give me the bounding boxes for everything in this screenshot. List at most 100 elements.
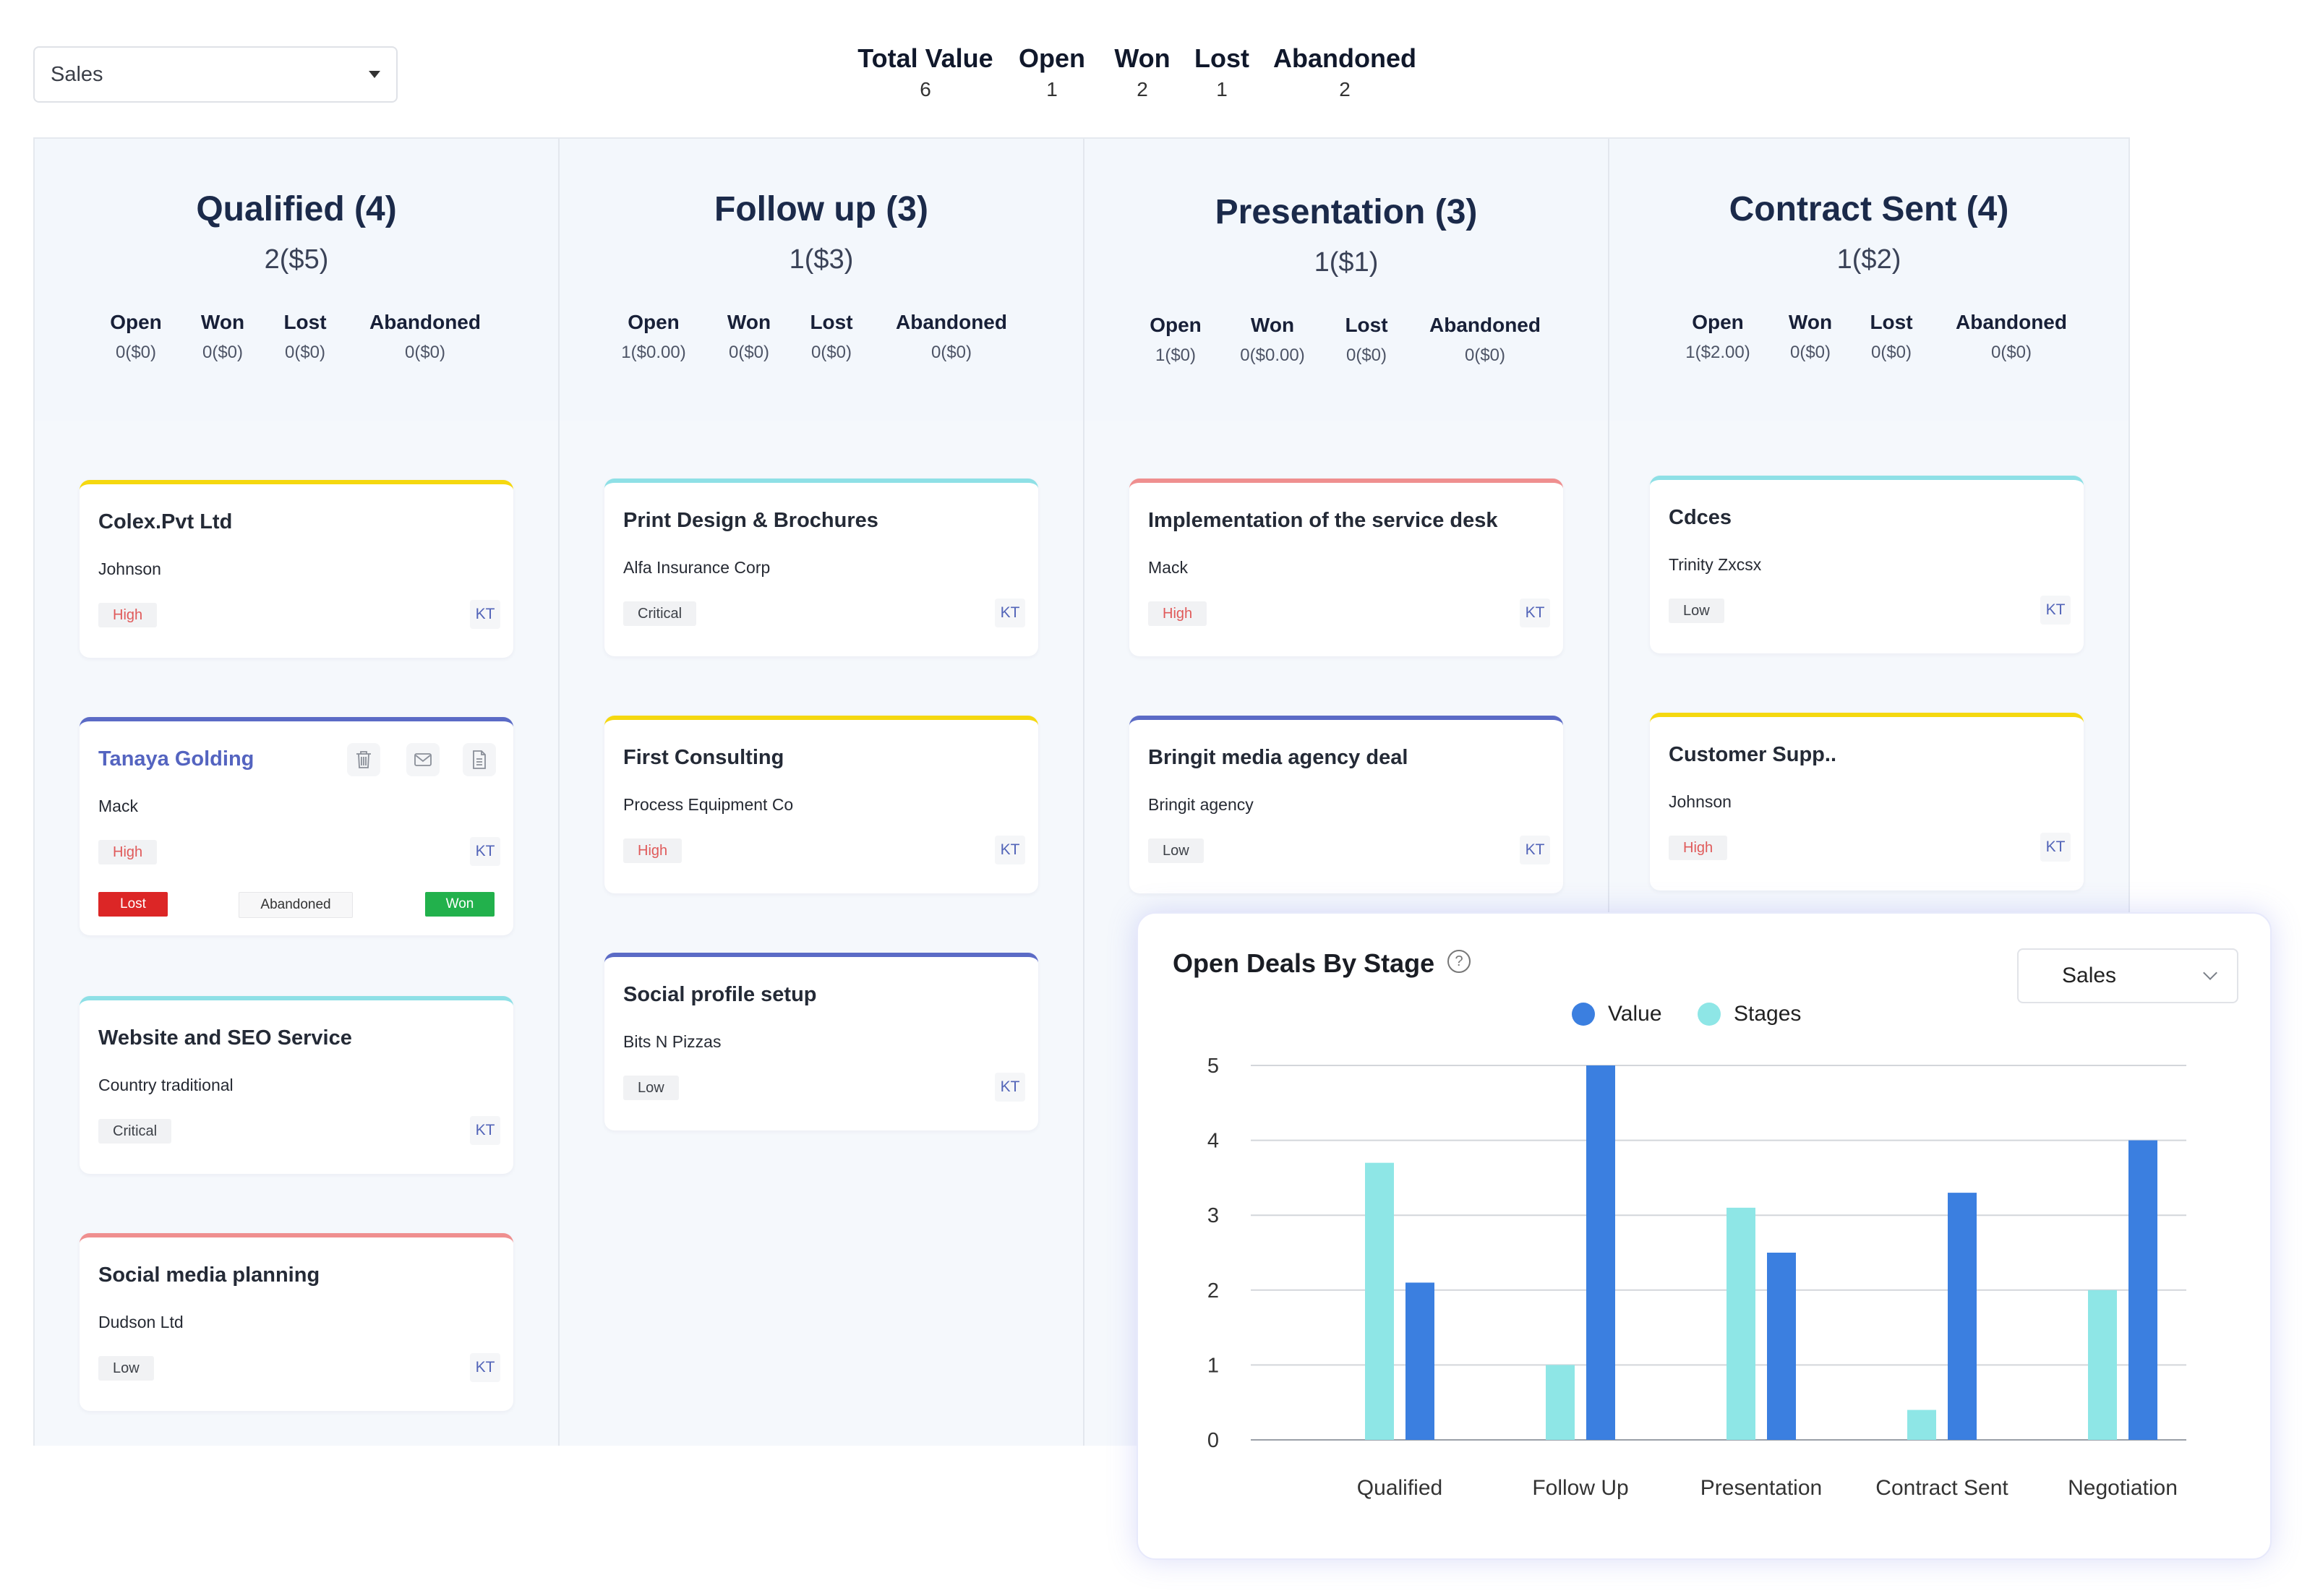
summary-value: 6 [920,78,931,100]
owner-avatar[interactable]: KT [995,836,1025,864]
column-summary: 1($2) [1836,244,1901,275]
deal-card[interactable]: Website and SEO Service Country traditio… [80,996,513,1174]
document-icon[interactable] [463,743,496,776]
deal-title: First Consulting [623,746,784,769]
column-stat-won: Won 0($0) [713,311,785,363]
deal-title: Customer Supp.. [1669,743,1837,766]
summary-won: Won 2 [1106,43,1178,101]
summary-open: Open 1 [1012,43,1092,101]
priority-badge: Low [1669,598,1724,623]
stat-value: 1($0.00) [621,343,686,362]
pipeline-select[interactable]: Sales [33,46,398,103]
bar-value [1586,1065,1615,1440]
stat-value: 0($0.00) [1240,346,1305,365]
owner-avatar[interactable]: KT [1520,598,1550,627]
deal-contact: Trinity Zxcsx [1669,555,1762,574]
stat-label: Lost [283,311,327,333]
deal-card[interactable]: Colex.Pvt Ltd Johnson High KT [80,480,513,658]
owner-avatar[interactable]: KT [470,837,500,866]
owner-avatar[interactable]: KT [470,1116,500,1145]
kanban-board: Qualified (4) 2($5) Open 0($0) Won 0($0) L… [33,137,2130,1446]
deal-title[interactable]: Tanaya Golding [98,747,254,771]
owner-avatar[interactable]: KT [2040,833,2071,862]
column-stat-open: Open 1($0.00) [603,311,704,363]
bar-stages [2088,1290,2117,1440]
owner-avatar[interactable]: KT [470,600,500,629]
deal-contact: Process Equipment Co [623,795,794,814]
deal-card[interactable]: Social profile setup Bits N Pizzas Low K… [604,953,1038,1130]
y-tick-label: 1 [1207,1354,1219,1377]
stat-value: 0($0) [1789,343,1831,362]
summary-label: Won [1114,43,1171,73]
deal-card[interactable]: First Consulting Process Equipment Co Hi… [604,716,1038,893]
column-title: Presentation (3) [1215,193,1478,231]
deal-title: Social profile setup [623,983,817,1006]
owner-avatar[interactable]: KT [1520,836,1550,864]
deal-card[interactable]: Social media planning Dudson Ltd Low KT [80,1233,513,1411]
deal-contact: Mack [98,797,138,815]
column-stat-open: Open 1($2.00) [1667,311,1768,363]
stat-label: Won [200,311,245,333]
column-qualified: Qualified (4) 2($5) Open 0($0) Won 0($0) L… [35,139,560,1446]
summary-label: Open [1018,43,1085,73]
summary-label: Lost [1194,43,1249,73]
bar-value [1948,1193,1977,1440]
stat-label: Open [1692,311,1744,333]
priority-badge: High [623,838,683,863]
x-tick-label: Qualified [1357,1476,1442,1500]
deal-contact: Johnson [1669,792,1732,811]
mail-icon[interactable] [406,743,440,776]
deal-card[interactable]: Customer Supp.. Johnson High KT [1650,713,2084,891]
deal-card[interactable]: Cdces Trinity Zxcsx Low KT [1650,476,2084,653]
column-presentation: Presentation (3) 1($1) Open 1($0) Won 0($0… [1084,139,1609,1446]
column-stat-lost: Lost 0($0) [795,311,868,363]
deal-contact: Alfa Insurance Corp [623,558,771,577]
lost-button[interactable]: Lost [98,892,168,917]
chart-title: Open Deals By Stage [1173,948,1435,978]
stat-label: Abandoned [896,311,1007,333]
chart-pipeline-select[interactable]: Sales [2017,948,2238,1003]
column-summary: 1($1) [1314,247,1379,278]
column-stat-open: Open 1($0) [1132,314,1219,366]
deal-card[interactable]: Print Design & Brochures Alfa Insurance … [604,479,1038,656]
stat-label: Abandoned [369,311,481,333]
x-tick-label: Negotiation [2068,1476,2178,1500]
legend-swatch [1572,1003,1595,1026]
y-tick-label: 4 [1207,1130,1219,1153]
deal-title: Colex.Pvt Ltd [98,510,233,533]
stat-label: Lost [1870,311,1913,333]
stat-label: Won [1250,314,1295,336]
won-button[interactable]: Won [425,892,495,917]
column-stat-abandoned: Abandoned 0($0) [1939,311,2084,363]
priority-badge: High [98,603,158,627]
stat-value: 1($2.00) [1685,343,1750,362]
column-title: Follow up (3) [714,190,928,228]
bar-stages [1726,1207,1755,1440]
owner-avatar[interactable]: KT [995,1073,1025,1102]
column-stat-lost: Lost 0($0) [1855,311,1927,363]
abandoned-button[interactable]: Abandoned [239,892,353,918]
legend-item-stages[interactable]: Stages [1698,1002,1801,1026]
summary-lost: Lost 1 [1186,43,1258,101]
priority-badge: Critical [98,1119,172,1144]
trash-icon[interactable] [347,743,380,776]
priority-badge: Low [1148,838,1204,863]
stat-label: Open [110,311,162,333]
owner-avatar[interactable]: KT [995,598,1025,627]
deal-title: Cdces [1669,506,1732,529]
bar-stages [1907,1410,1936,1440]
column-stat-won: Won 0($0) [1774,311,1847,363]
help-icon[interactable]: ? [1447,950,1471,973]
deal-card[interactable]: Bringit media agency deal Bringit agency… [1129,716,1563,893]
summary-label: Total Value [857,43,993,73]
owner-avatar[interactable]: KT [470,1353,500,1382]
y-tick-label: 5 [1207,1055,1219,1078]
deal-card[interactable]: Implementation of the service desk Mack … [1129,479,1563,656]
column-header: Presentation (3) 1($1) Open 1($0) Won 0($0… [1084,139,1608,421]
column-stat-abandoned: Abandoned 0($0) [353,311,497,363]
x-tick-label: Presentation [1700,1476,1822,1500]
owner-avatar[interactable]: KT [2040,596,2071,625]
column-header: Follow up (3) 1($3) Open 1($0.00) Won 0($0… [560,139,1083,421]
deal-card-selected[interactable]: Tanaya Golding Mack High KT Lost Abandon… [80,717,513,935]
legend-item-value[interactable]: Value [1572,1002,1662,1026]
